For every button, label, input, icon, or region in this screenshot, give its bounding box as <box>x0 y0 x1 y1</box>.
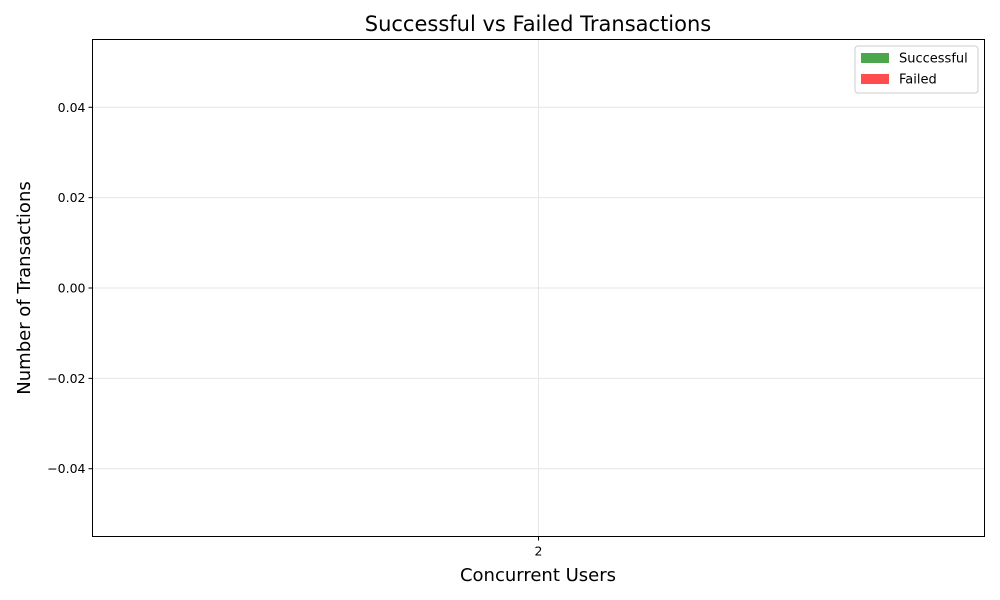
legend-label-failed: Failed <box>899 73 937 88</box>
grid-layer <box>92 39 985 537</box>
x-tick-label: 2 <box>535 544 543 559</box>
y-axis-label: Number of Transactions <box>14 181 35 394</box>
x-axis-label: Concurrent Users <box>460 565 616 586</box>
y-tick-label: 0.02 <box>58 190 86 205</box>
y-axis-ticks: −0.04 −0.02 0.00 0.02 0.04 <box>47 100 93 476</box>
legend-swatch-failed <box>861 74 889 84</box>
legend-label-successful: Successful <box>899 52 968 67</box>
legend-swatch-successful <box>861 53 889 63</box>
y-tick-label: −0.02 <box>47 371 85 386</box>
x-axis-ticks: 2 <box>535 536 543 559</box>
y-tick-label: 0.00 <box>58 281 86 296</box>
chart-title: Successful vs Failed Transactions <box>365 12 711 36</box>
y-tick-label: −0.04 <box>47 461 85 476</box>
legend: Successful Failed <box>854 45 979 94</box>
y-tick-label: 0.04 <box>58 100 86 115</box>
